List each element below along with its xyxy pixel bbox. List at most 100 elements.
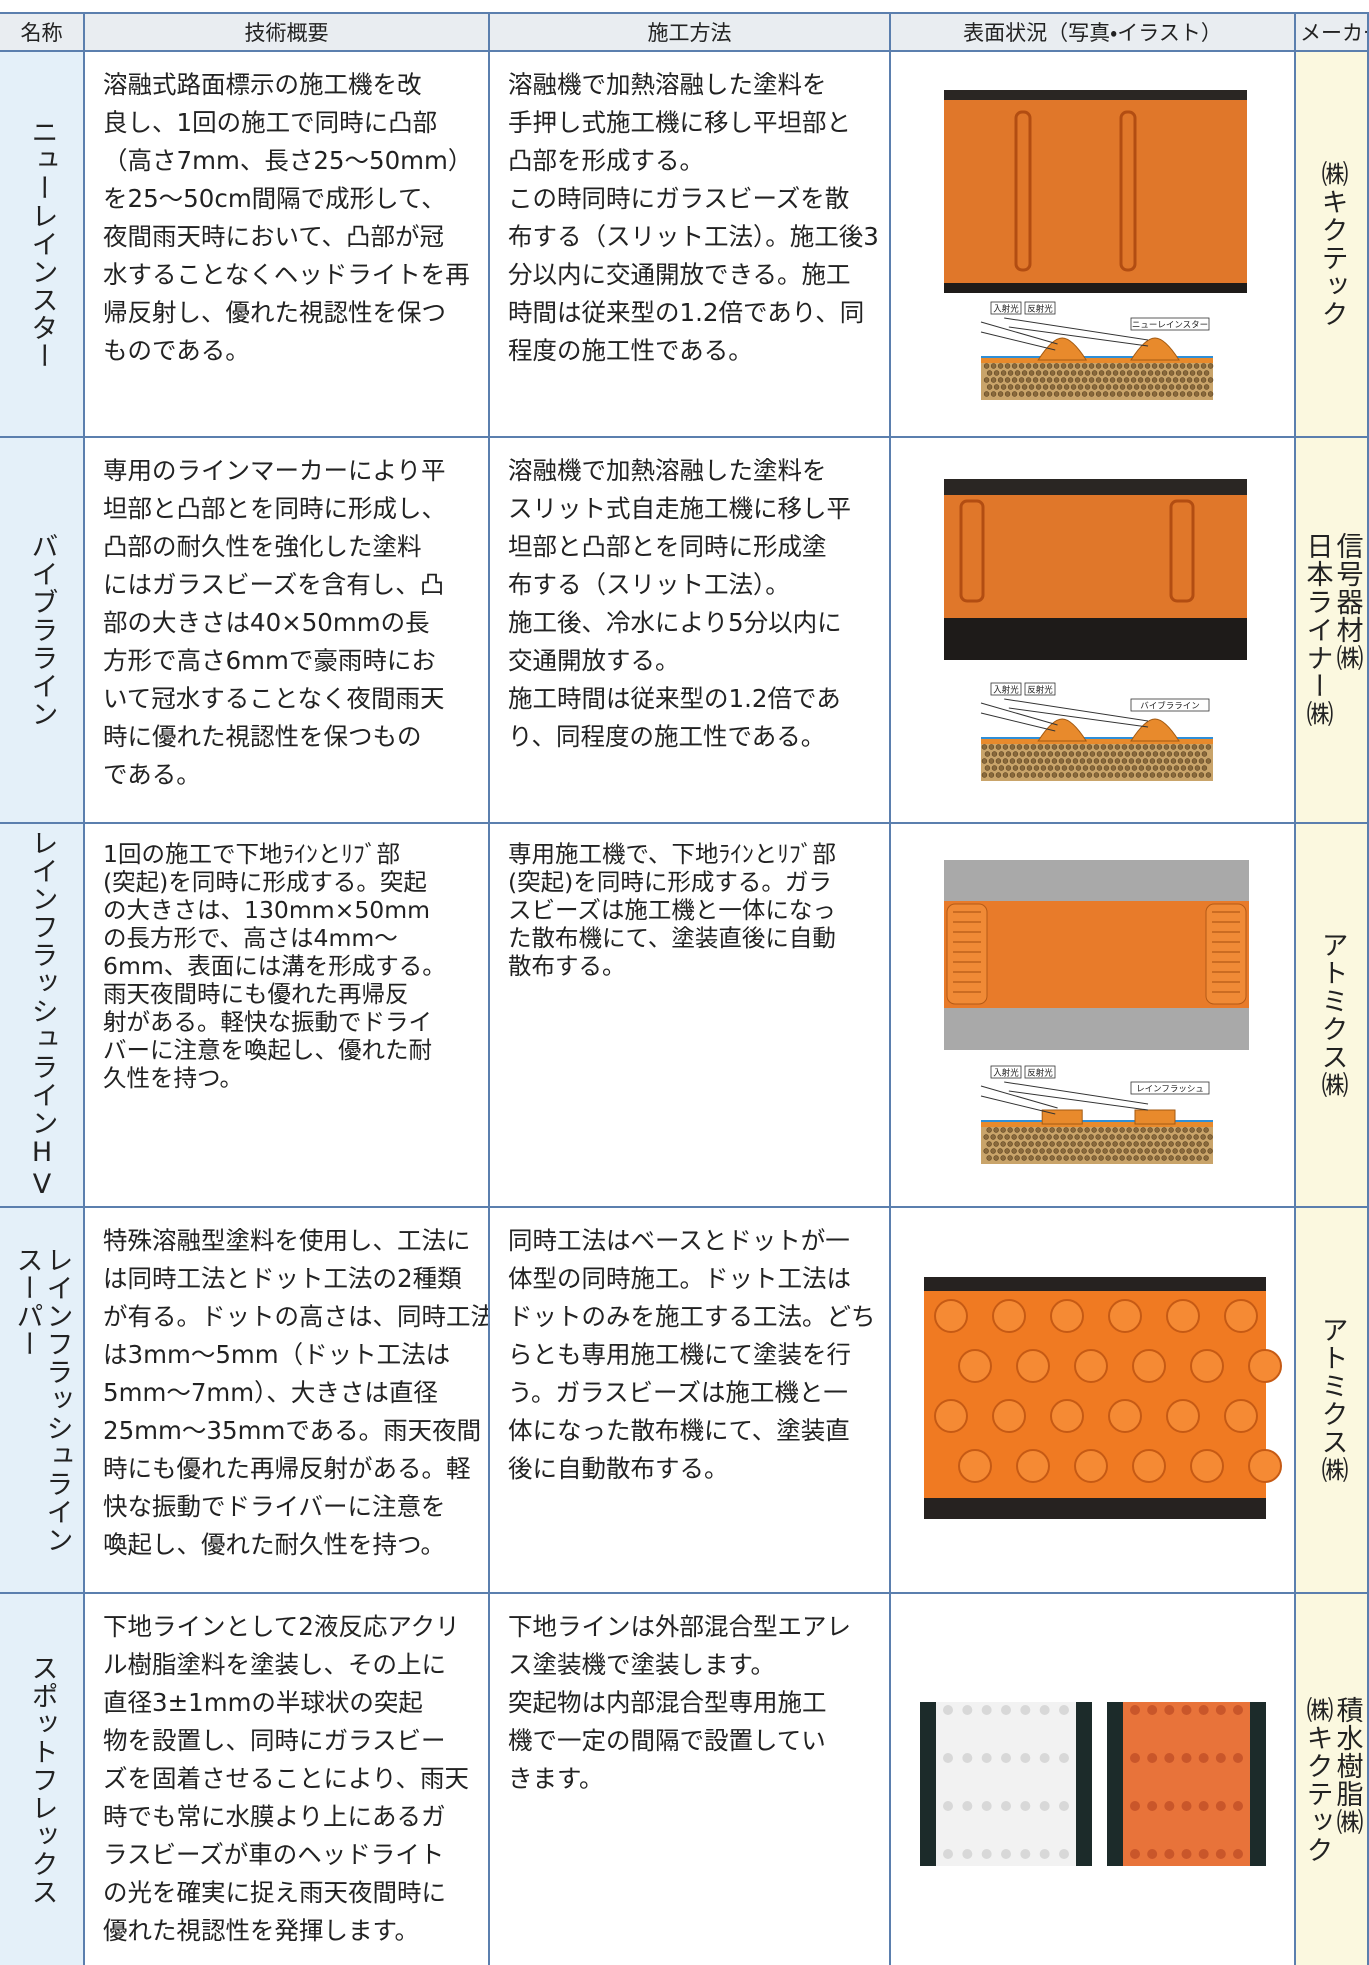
gravel xyxy=(1179,1148,1185,1154)
gravel xyxy=(1144,363,1151,369)
gravel xyxy=(1042,1141,1048,1147)
gravel xyxy=(1004,1134,1010,1140)
gravel xyxy=(1035,1127,1041,1133)
gravel xyxy=(1047,751,1054,757)
gravel xyxy=(1004,391,1011,397)
text-line: 直径3±1mmの半球状の突起 xyxy=(103,1688,423,1717)
gravel xyxy=(1187,765,1194,771)
gravel xyxy=(1144,391,1151,397)
light-ray xyxy=(1008,1090,1149,1111)
overview-cell: 溶融式路面標示の施工機を改 良し、1回の施工で同時に凸部 （高さ7mm、長さ25～5… xyxy=(85,52,490,438)
gravel xyxy=(1060,363,1067,369)
bump xyxy=(1130,718,1180,742)
paint-layer xyxy=(981,358,1213,363)
spot xyxy=(1020,1753,1031,1763)
gravel xyxy=(1098,384,1105,390)
asphalt xyxy=(924,1277,1266,1291)
gravel xyxy=(1145,751,1152,757)
text-line: ものである。 xyxy=(103,336,250,365)
text-line: ズを固着させることにより、雨天 xyxy=(103,1764,470,1793)
maker-text: ㈱キクテック xyxy=(1317,160,1348,328)
bump xyxy=(1134,1109,1176,1125)
gravel xyxy=(1180,765,1187,771)
text-line: 施工後、冷水により5分以内に xyxy=(508,608,842,637)
text-line: 専用施工機で、下地ﾗｲﾝとﾘﾌﾞ部 xyxy=(508,840,837,868)
gravel xyxy=(995,744,1002,750)
diagram-label: 入射光 xyxy=(993,685,1019,696)
gravel xyxy=(1060,377,1067,383)
header-name: 名称 xyxy=(0,14,85,52)
gravel xyxy=(1004,377,1011,383)
gravel xyxy=(1056,1141,1062,1147)
text-line: 25mm～35mmである。雨天夜間 xyxy=(103,1416,482,1445)
gravel xyxy=(1023,744,1030,750)
gravel xyxy=(1119,1127,1125,1133)
gravel xyxy=(1203,384,1210,390)
text-line: り、同程度の施工性である。 xyxy=(508,722,826,751)
text-line: 坦部と凸部とを同時に形成塗 xyxy=(508,532,827,561)
text-line: 6mm、表面には溝を形成する。 xyxy=(103,952,446,980)
text-line: 溶融機で加熱溶融した塗料を xyxy=(508,70,827,99)
header-surface: 表面状況（写真・イラスト） xyxy=(891,14,1296,52)
gravel xyxy=(990,1134,996,1140)
gravel xyxy=(1033,765,1040,771)
gravel xyxy=(1000,1155,1006,1161)
bump xyxy=(1130,337,1180,361)
spot xyxy=(1001,1801,1011,1811)
dot xyxy=(992,1299,1026,1333)
asphalt xyxy=(944,479,1247,495)
spot xyxy=(1181,1849,1192,1859)
gravel xyxy=(1098,1155,1104,1161)
dot xyxy=(1224,1399,1258,1433)
spot xyxy=(1130,1801,1140,1811)
gravel xyxy=(1191,744,1198,750)
gravel xyxy=(1098,1127,1104,1133)
text-line: 優れた視認性を発揮します。 xyxy=(103,1916,420,1945)
gravel xyxy=(1084,1155,1090,1161)
light-ray xyxy=(1004,317,1149,341)
gravel xyxy=(1081,1134,1087,1140)
gravel xyxy=(1032,391,1039,397)
gravel xyxy=(993,1155,999,1161)
text-line: 後に自動散布する。 xyxy=(508,1454,729,1483)
gravel xyxy=(1056,384,1063,390)
method-cell: 溶融機で加熱溶融した塗料を 手押し式施工機に移し平坦部と 凸部を形成する。 この時同時… xyxy=(490,52,891,438)
maker-line: ㈱キクテック xyxy=(1301,1695,1333,1864)
gravel xyxy=(1117,765,1124,771)
gravel xyxy=(1154,1155,1160,1161)
gravel xyxy=(1180,751,1187,757)
gravel xyxy=(1165,1134,1171,1140)
bump-mark xyxy=(1169,499,1195,603)
gravel xyxy=(984,765,991,771)
gravel xyxy=(1061,765,1068,771)
gravel xyxy=(1077,384,1084,390)
name-line: レインフラッシュライン xyxy=(41,1246,73,1554)
gravel xyxy=(1109,363,1116,369)
maker-text: アトミクス㈱ xyxy=(1317,1316,1348,1484)
text-line: 同時工法はベースとドットが一 xyxy=(508,1226,850,1255)
gravel xyxy=(1074,377,1081,383)
gravel xyxy=(1014,1141,1020,1147)
gravel xyxy=(1046,1134,1052,1140)
gravel xyxy=(1140,384,1147,390)
maker-line: 積水樹脂㈱ xyxy=(1331,1695,1363,1836)
spot xyxy=(1059,1849,1069,1859)
spot xyxy=(1181,1801,1192,1811)
gravel xyxy=(1158,1134,1164,1140)
name-line: レインフラッシュラインHV xyxy=(26,829,58,1201)
gravel xyxy=(1158,391,1165,397)
gravel xyxy=(1011,377,1018,383)
text-line: 溶融式路面標示の施工機を改 xyxy=(103,70,422,99)
bump xyxy=(1037,337,1088,361)
overview-cell: 下地ラインとして2液反応アクリ ル樹脂塗料を塗装し、その上に 直径3±1mmの半球状… xyxy=(85,1594,490,1965)
gravel xyxy=(1151,391,1158,397)
gravel xyxy=(1110,765,1117,771)
text-line: きます。 xyxy=(508,1764,604,1793)
gravel xyxy=(1063,1127,1069,1133)
light-ray xyxy=(980,331,1056,351)
gravel xyxy=(1018,1134,1024,1140)
gravel xyxy=(1179,377,1186,383)
gravel xyxy=(1007,1127,1013,1133)
